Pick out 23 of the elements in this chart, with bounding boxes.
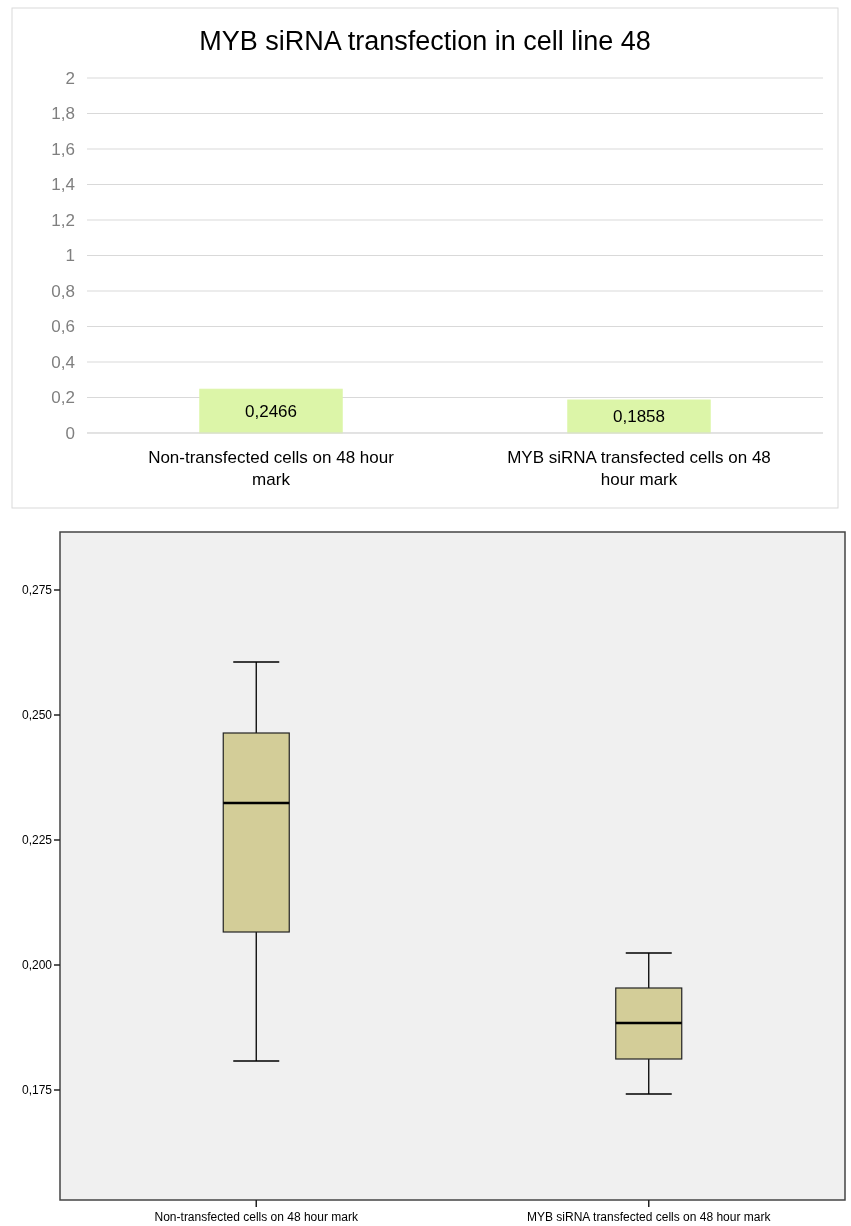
data-label: 0,1858 [613,407,665,427]
y-tick-label: 1,4 [51,175,75,195]
y-tick-label: 1,6 [51,139,75,159]
x-tick-label: Non-transfected cells on 48 hour mark [148,448,395,489]
y-tick-label: 1,2 [51,210,75,230]
x-tick-label: MYB siRNA transfected cells on 48 hour mark [507,448,771,489]
y-tick-label: 1,8 [51,104,75,124]
y-tick-label: 0,8 [51,281,75,301]
y-tick-label: 0,2 [51,388,75,408]
y-tick-label: 0,250 [21,708,53,723]
y-tick-label: 0,175 [21,1083,53,1098]
x-tick-label: MYB siRNA transfected cells on 48 hour mark [527,1210,772,1224]
y-tick-label: 0,6 [51,317,75,337]
y-tick-label: 0,200 [21,958,53,973]
chart-title: MYB siRNA transfection in cell line 48 [199,26,651,56]
y-tick-label: 2 [65,68,75,88]
y-tick-label: 1 [65,246,75,266]
y-tick-label: 0,275 [21,583,53,598]
y-tick-label: 0 [65,423,75,443]
y-tick-label: 0,4 [51,352,75,372]
x-tick-label: Non-transfected cells on 48 hour mark [154,1210,359,1224]
y-tick-label: 0,225 [21,833,53,848]
data-label: 0,2466 [245,402,297,422]
